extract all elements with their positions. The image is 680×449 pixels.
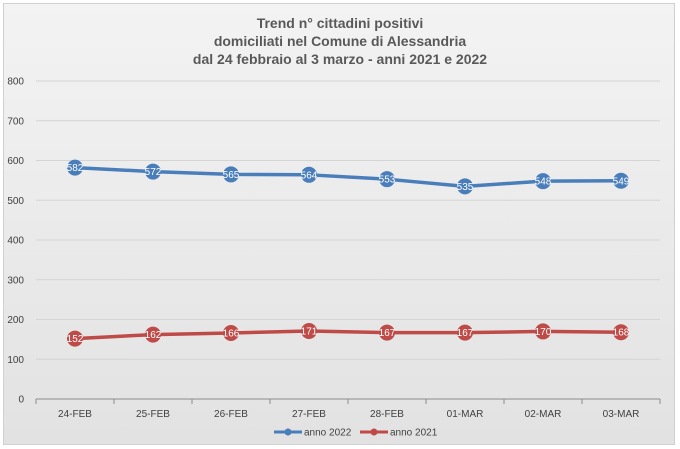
series-line bbox=[74, 329, 622, 341]
y-tick-label: 700 bbox=[7, 116, 24, 127]
data-label: 564 bbox=[301, 170, 318, 181]
x-tick-label: 27-FEB bbox=[292, 409, 326, 420]
data-point bbox=[535, 323, 551, 340]
data-label: 152 bbox=[67, 334, 84, 345]
data-label: 166 bbox=[223, 329, 240, 340]
data-label: 167 bbox=[457, 328, 474, 339]
data-label: 565 bbox=[223, 170, 240, 181]
data-point bbox=[379, 171, 395, 188]
data-label: 170 bbox=[535, 327, 552, 338]
data-point bbox=[223, 325, 239, 342]
data-label: 162 bbox=[145, 330, 162, 341]
data-point bbox=[301, 323, 317, 340]
legend-item: anno 2022 bbox=[274, 428, 352, 439]
y-tick-label: 200 bbox=[7, 315, 24, 326]
legend-item: anno 2021 bbox=[360, 428, 438, 439]
x-tick-label: 01-MAR bbox=[447, 409, 484, 420]
series-2: 152 162 166 171 167 167 170 168 bbox=[67, 323, 630, 347]
y-tick-label: 300 bbox=[7, 275, 24, 286]
legend-swatch-marker bbox=[370, 428, 378, 436]
data-point bbox=[301, 166, 317, 183]
data-point bbox=[457, 324, 473, 341]
data-point bbox=[145, 163, 161, 180]
data-label: 553 bbox=[379, 175, 396, 186]
data-label: 167 bbox=[379, 328, 396, 339]
data-point bbox=[67, 159, 83, 176]
legend-label: anno 2022 bbox=[304, 428, 352, 439]
x-tick-label: 03-MAR bbox=[603, 409, 640, 420]
data-label: 572 bbox=[145, 167, 162, 178]
gridlines bbox=[36, 80, 660, 400]
data-point bbox=[613, 324, 629, 341]
legend-label: anno 2021 bbox=[390, 428, 438, 439]
data-point bbox=[145, 326, 161, 343]
line-chart: Trend n° cittadini positivi domiciliati … bbox=[7, 15, 661, 439]
data-point bbox=[457, 178, 473, 195]
data-point bbox=[379, 324, 395, 341]
data-label: 548 bbox=[535, 177, 552, 188]
data-label: 582 bbox=[67, 163, 84, 174]
x-tick-label: 24-FEB bbox=[58, 409, 92, 420]
x-tick-label: 02-MAR bbox=[525, 409, 562, 420]
chart-title-line-3: dal 24 febbraio al 3 marzo - anni 2021 e… bbox=[193, 51, 487, 67]
data-label: 171 bbox=[301, 327, 318, 338]
chart-frame: Trend n° cittadini positivi domiciliati … bbox=[3, 3, 675, 445]
y-tick-label: 500 bbox=[7, 196, 24, 207]
chart-title-line-1: Trend n° cittadini positivi bbox=[257, 15, 424, 31]
data-label: 168 bbox=[613, 328, 630, 339]
legend-swatch-marker bbox=[284, 428, 292, 436]
chart-title: Trend n° cittadini positivi domiciliati … bbox=[193, 15, 487, 67]
y-tick-label: 800 bbox=[7, 77, 24, 88]
x-tick-label: 26-FEB bbox=[214, 409, 248, 420]
legend: anno 2022 anno 2021 bbox=[274, 428, 438, 439]
x-tick-label: 25-FEB bbox=[136, 409, 170, 420]
x-axis-ticks: 24-FEB 25-FEB 26-FEB 27-FEB 28-FEB 01-MAR 02-M… bbox=[35, 399, 661, 420]
series-line bbox=[74, 165, 622, 189]
y-tick-label: 0 bbox=[18, 395, 24, 406]
data-point bbox=[67, 330, 83, 347]
data-point bbox=[613, 172, 629, 189]
chart-title-line-2: domiciliati nel Comune di Alessandria bbox=[214, 33, 467, 49]
y-tick-label: 400 bbox=[7, 236, 24, 247]
x-tick-label: 28-FEB bbox=[370, 409, 404, 420]
data-label: 549 bbox=[613, 176, 630, 187]
data-label: 535 bbox=[457, 182, 474, 193]
data-point bbox=[223, 166, 239, 183]
y-axis-ticks: 0 100 200 300 400 500 600 700 800 bbox=[7, 77, 24, 406]
y-tick-label: 600 bbox=[7, 156, 24, 167]
y-tick-label: 100 bbox=[7, 355, 24, 366]
series-1: 582 572 565 564 553 535 548 549 bbox=[67, 159, 630, 195]
data-point bbox=[535, 173, 551, 190]
